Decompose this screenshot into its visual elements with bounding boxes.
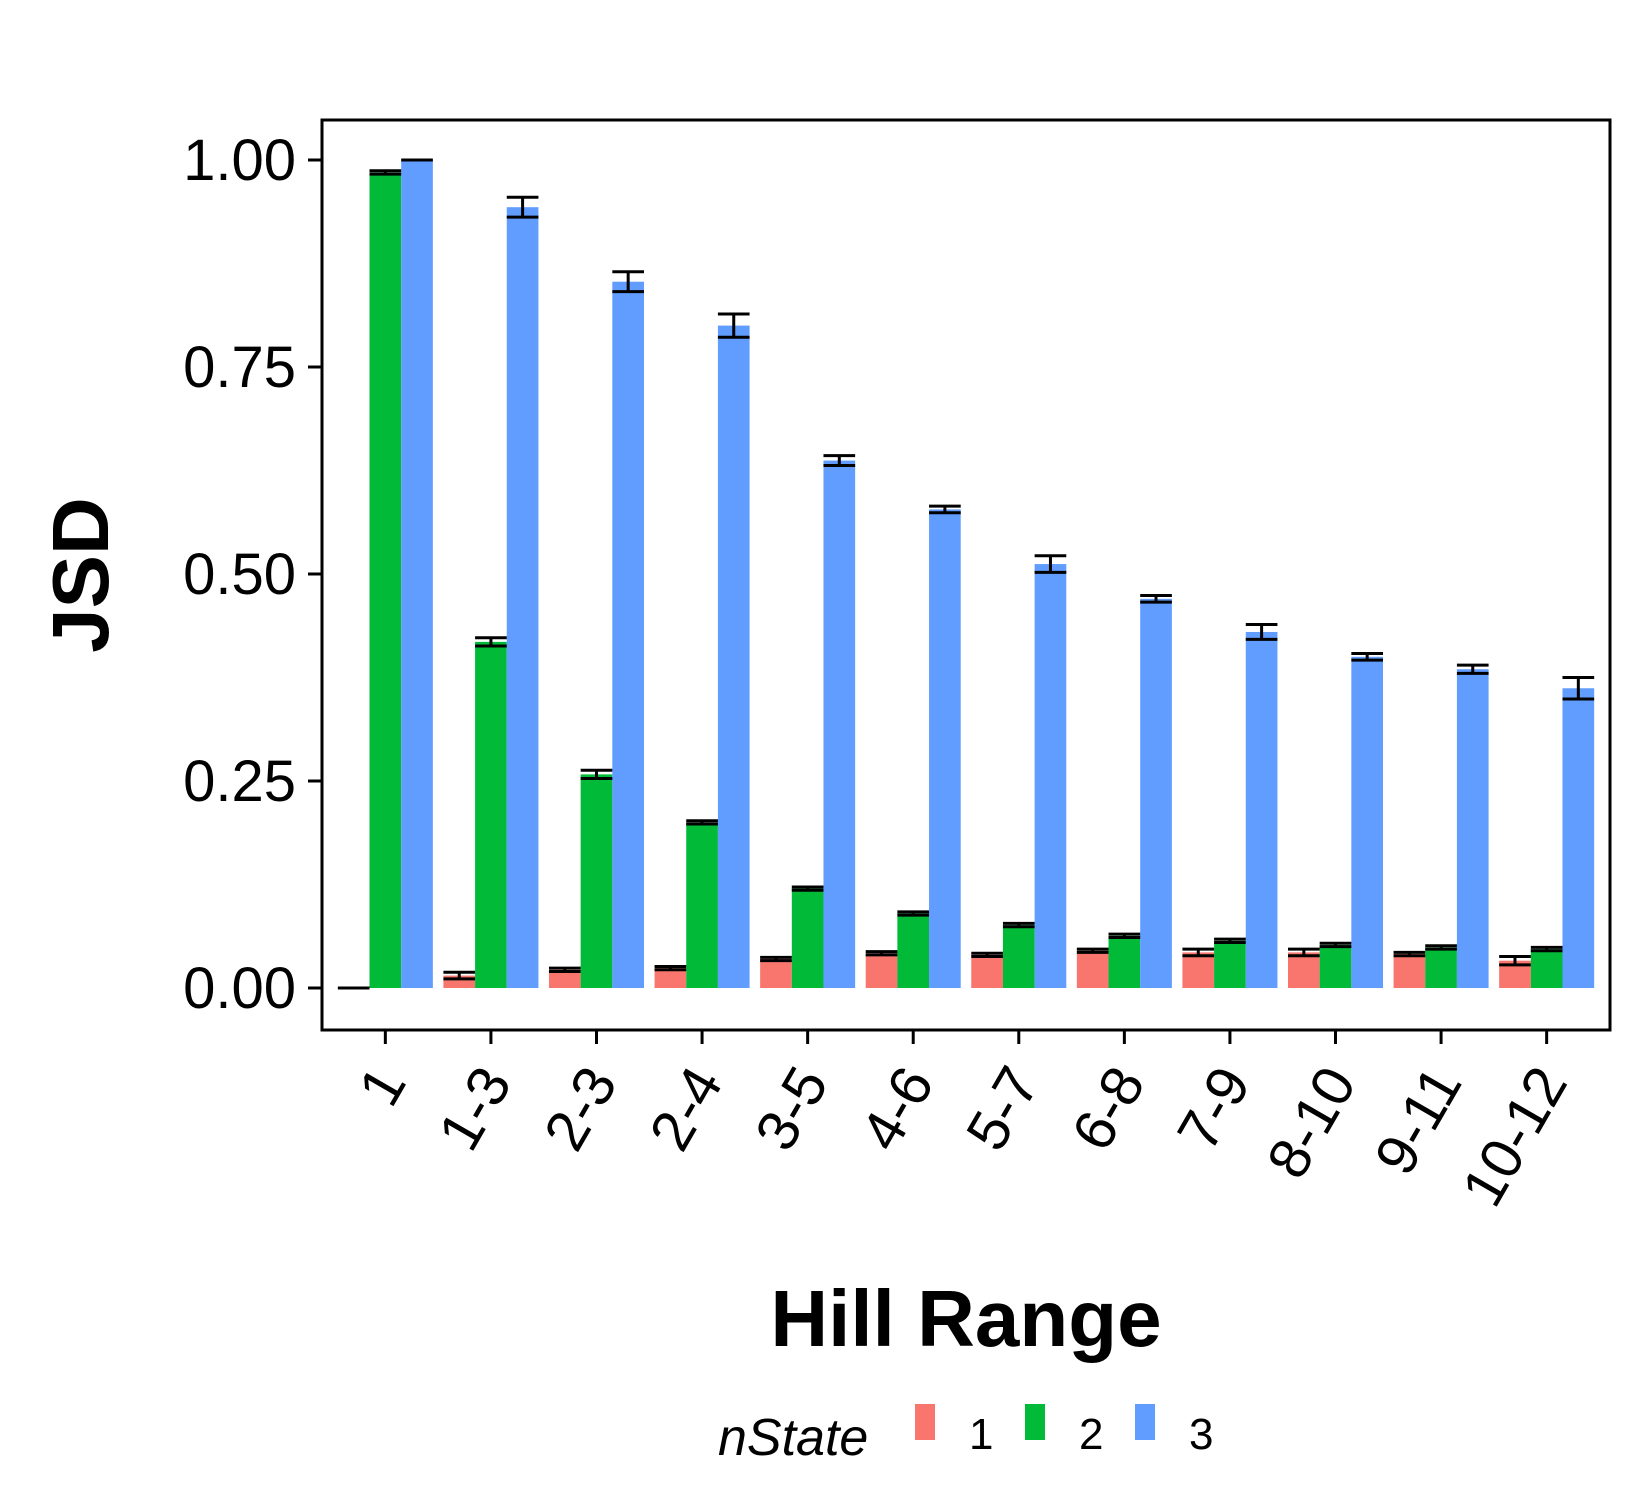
- error-bars-layer: [337, 158, 1595, 990]
- x-tick-label: 8-10: [1254, 1056, 1368, 1189]
- x-tick-label: 1: [346, 1056, 418, 1116]
- bar-3-5-nstate-3: [823, 460, 856, 989]
- bar-6-8-nstate-3: [1140, 598, 1172, 988]
- legend-label-nstate-2: 2: [1079, 1410, 1103, 1459]
- bar-9-11-nstate-1: [1393, 954, 1426, 988]
- bar-1-nstate-2: [369, 172, 402, 989]
- x-tick-label: 10-12: [1449, 1056, 1579, 1217]
- legend-key-nstate-3: [1135, 1404, 1155, 1440]
- bar-2-3-nstate-2: [580, 774, 613, 988]
- x-tick-label: 2-3: [532, 1056, 630, 1161]
- legend-title: nState: [718, 1409, 868, 1467]
- x-tick-label: 2-4: [637, 1056, 735, 1161]
- bar-8-10-nstate-1: [1288, 952, 1320, 988]
- x-tick-label: 4-6: [848, 1056, 946, 1161]
- bar-6-8-nstate-2: [1108, 935, 1141, 988]
- bar-9-11-nstate-3: [1456, 669, 1489, 988]
- x-tick-label: 6-8: [1059, 1056, 1157, 1161]
- bar-7-9-nstate-1: [1182, 952, 1215, 988]
- bar-2-4-nstate-3: [717, 325, 750, 989]
- bar-7-9-nstate-3: [1245, 631, 1278, 988]
- x-tick-label: 1-3: [426, 1056, 524, 1161]
- bar-5-7-nstate-2: [1002, 925, 1035, 988]
- bar-7-9-nstate-2: [1214, 940, 1246, 988]
- bar-10-12-nstate-3: [1562, 688, 1595, 988]
- legend-label-nstate-3: 3: [1189, 1410, 1213, 1459]
- x-tick-label: 9-11: [1362, 1056, 1474, 1185]
- bar-1-3-nstate-2: [475, 641, 507, 988]
- bar-2-3-nstate-3: [612, 281, 644, 988]
- bar-4-6-nstate-3: [929, 509, 961, 988]
- bar-2-3-nstate-1: [548, 969, 581, 988]
- y-tick-label: 1.00: [183, 128, 296, 193]
- legend-key-nstate-2: [1025, 1404, 1045, 1440]
- bar-2-4-nstate-2: [686, 822, 718, 988]
- bar-6-8-nstate-1: [1076, 950, 1109, 988]
- bar-9-11-nstate-2: [1425, 947, 1457, 988]
- legend-key-nstate-1: [915, 1404, 935, 1440]
- bar-4-6-nstate-1: [865, 953, 898, 988]
- x-tick-label: 7-9: [1165, 1056, 1263, 1161]
- bar-5-7-nstate-1: [971, 954, 1003, 988]
- bar-1-nstate-3: [401, 160, 433, 988]
- y-tick-label: 0.75: [183, 335, 296, 400]
- x-axis-title: Hill Range: [770, 1274, 1161, 1363]
- bar-4-6-nstate-2: [897, 913, 930, 988]
- bar-2-4-nstate-1: [654, 968, 687, 988]
- x-tick-label: 3-5: [743, 1056, 841, 1161]
- bar-8-10-nstate-2: [1319, 944, 1352, 988]
- legend-label-nstate-1: 1: [969, 1410, 993, 1459]
- bar-3-5-nstate-2: [791, 888, 824, 988]
- bar-10-12-nstate-2: [1530, 949, 1563, 988]
- y-axis: 0.00 0.25 0.50 0.75 1.00: [183, 128, 322, 1021]
- legend: nState 1 2 3: [718, 1404, 1213, 1467]
- bar-8-10-nstate-3: [1351, 656, 1384, 988]
- y-tick-label: 0.50: [183, 542, 296, 607]
- bar-3-5-nstate-1: [760, 959, 792, 988]
- bar-5-7-nstate-3: [1034, 564, 1067, 988]
- bar-1-3-nstate-3: [506, 207, 539, 989]
- x-tick-label: 5-7: [954, 1056, 1052, 1161]
- y-axis-title: JSD: [36, 497, 125, 653]
- bars-layer: [369, 160, 1595, 989]
- y-tick-label: 0.25: [183, 749, 296, 814]
- y-tick-label: 0.00: [183, 956, 296, 1021]
